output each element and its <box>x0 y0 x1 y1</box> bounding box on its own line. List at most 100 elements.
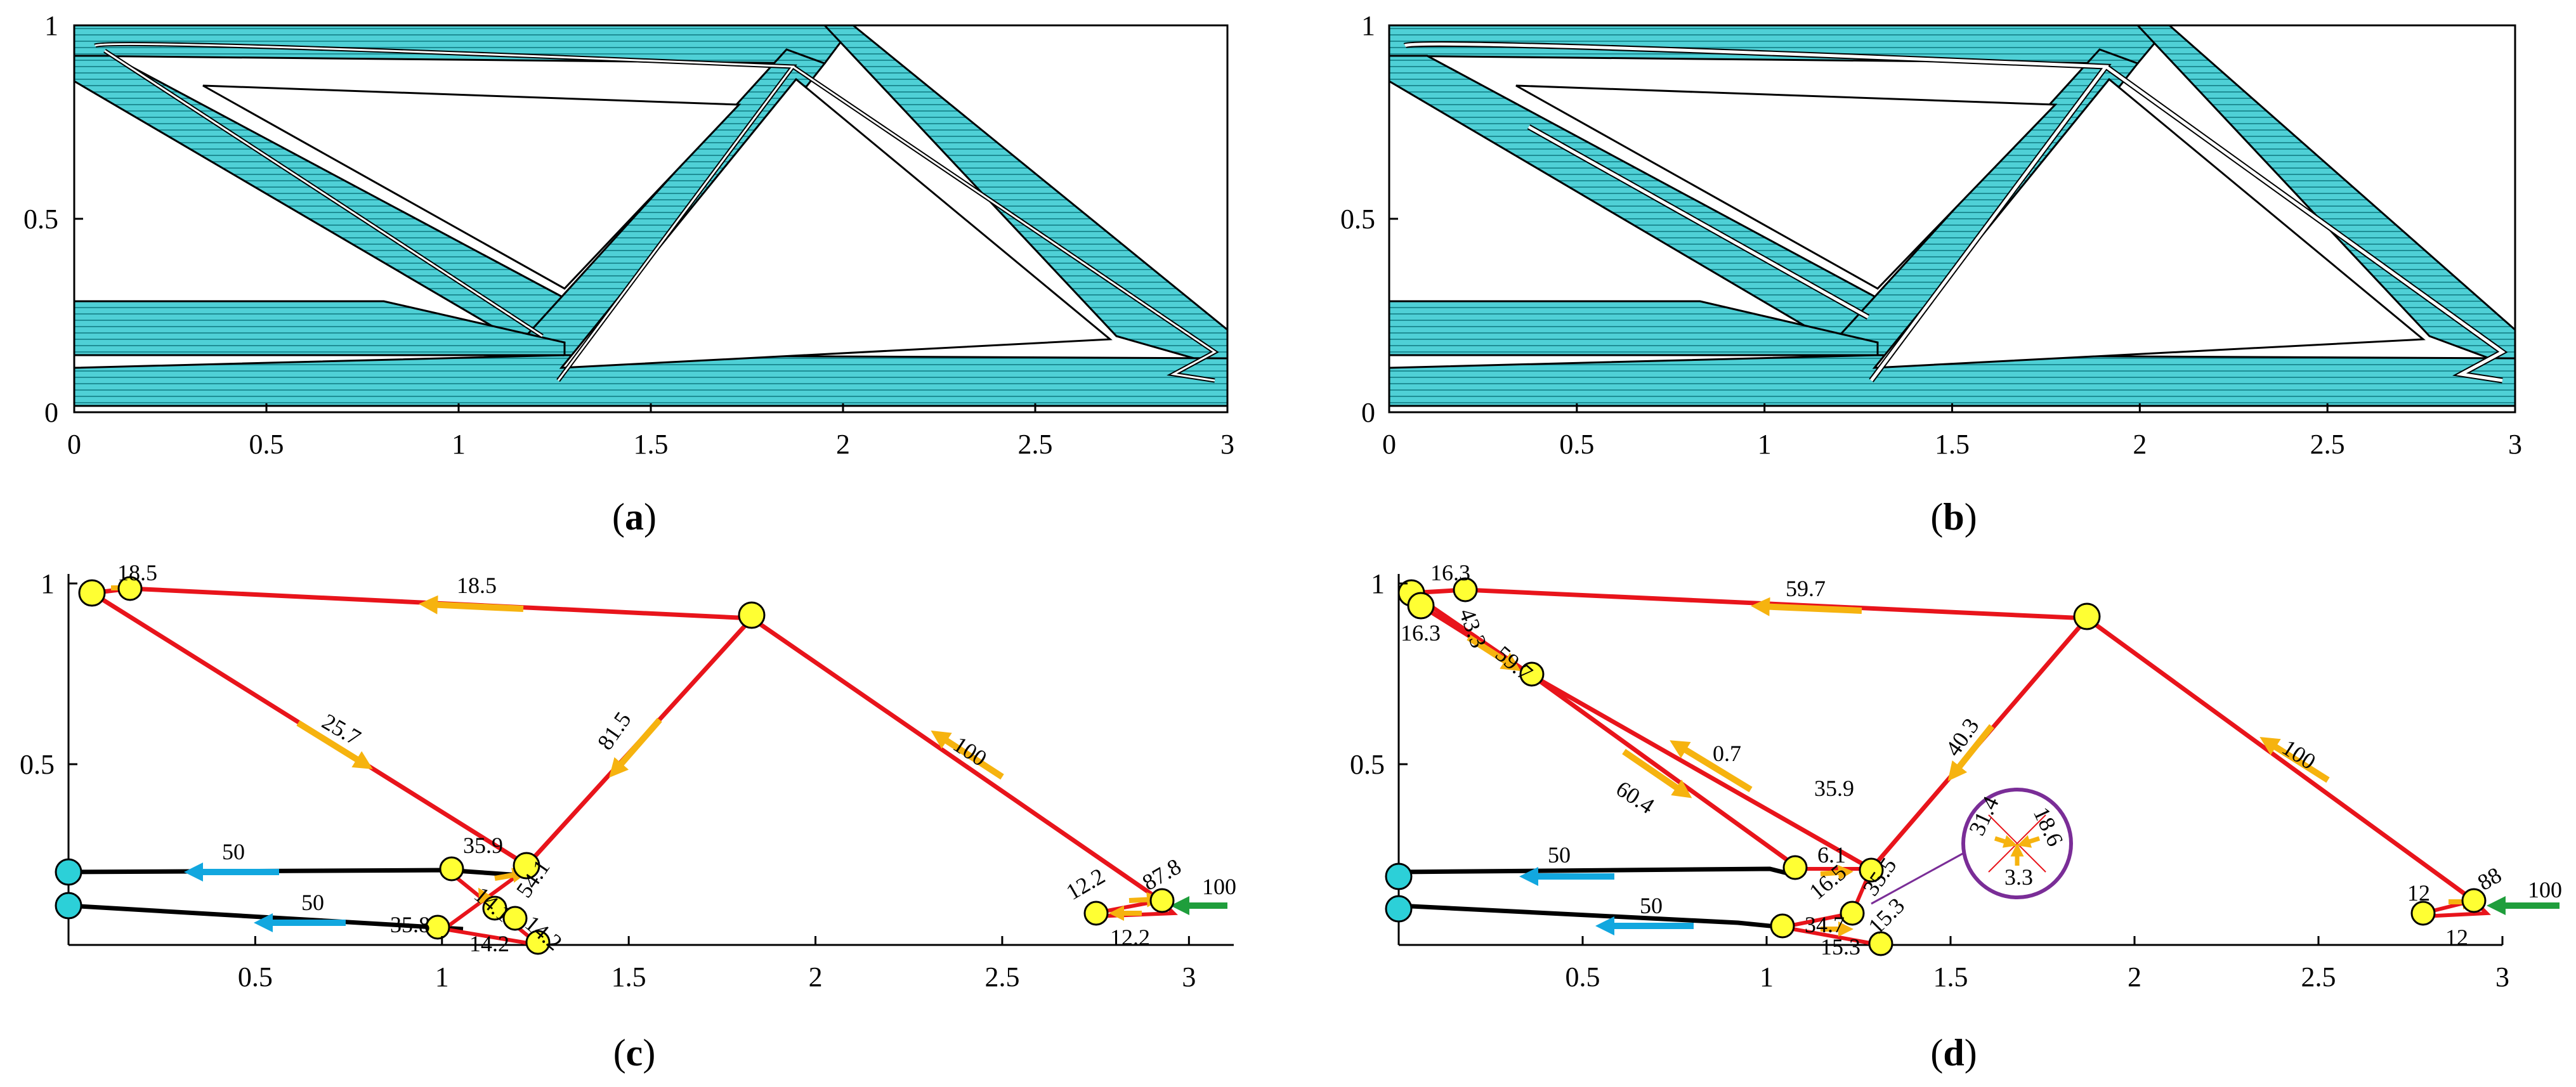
node <box>502 906 528 931</box>
x-tick-label: 0.5 <box>249 429 284 460</box>
nodes <box>1385 577 2487 956</box>
panel-caption: (b) <box>1930 496 1977 538</box>
x-tick-label: 2.5 <box>2310 429 2345 460</box>
panel-b: 0 0.5 1 1.5 2 2.5 3 00.51 (b) <box>1340 10 2522 538</box>
support-node <box>55 858 82 886</box>
y-tick-label: 1 <box>41 568 55 599</box>
panel-caption: (c) <box>613 1032 656 1074</box>
force-label: 16.3 <box>1401 620 1441 646</box>
force-label: 59.7 <box>1786 576 1826 601</box>
y-axis-ticks: 0.51 <box>20 568 77 780</box>
y-axis-ticks: 0.51 <box>1350 568 1408 780</box>
x-axis-ticks: 0.5 1 1.5 2 2.5 3 <box>1566 936 2509 993</box>
node <box>439 856 464 882</box>
x-tick-label: 1.5 <box>1935 429 1970 460</box>
force-labels: 16.3 16.3 43.3 59.7 59.7 0.7 35.9 60.4 4… <box>1401 560 2562 960</box>
compression-path <box>2085 616 2476 902</box>
y-tick-label: 0.5 <box>1340 204 1375 235</box>
x-tick-label: 1.5 <box>611 961 646 993</box>
x-tick-label: 1 <box>452 429 466 460</box>
x-tick-label: 0 <box>1382 429 1396 460</box>
force-label: 34.7 <box>1805 912 1845 937</box>
x-tick-label: 3 <box>1182 961 1196 993</box>
x-axis-ticks: 0 0.5 1 1.5 2 2.5 3 <box>67 403 1234 460</box>
force-label: 25.7 <box>318 708 365 750</box>
force-label: 50 <box>222 839 245 864</box>
node <box>1782 855 1808 880</box>
y-axis-ticks: 00.51 <box>1340 10 1398 428</box>
x-tick-label: 1.5 <box>1933 961 1968 993</box>
medial-path <box>94 41 1219 383</box>
truss-bands <box>73 24 1229 407</box>
x-tick-label: 1 <box>1760 961 1774 993</box>
force-label: 12.2 <box>1062 863 1109 905</box>
node <box>1453 577 1478 602</box>
x-tick-label: 2.5 <box>984 961 1019 993</box>
force-label: 81.5 <box>592 707 636 755</box>
node <box>1770 913 1795 939</box>
node <box>2461 888 2487 913</box>
node <box>425 915 450 940</box>
force-labels: 18.5 18.5 25.7 81.5 100 50 50 35.9 54.1 … <box>117 560 1236 956</box>
force-label: 35.9 <box>463 833 503 858</box>
support-node <box>55 892 82 920</box>
y-tick-label: 1 <box>1361 10 1375 41</box>
compression-path <box>750 616 1162 902</box>
node <box>482 895 507 921</box>
x-tick-label: 3 <box>1220 429 1234 460</box>
node <box>1407 592 1435 620</box>
x-tick-label: 2.5 <box>1018 429 1053 460</box>
force-label: 35.9 <box>1814 776 1854 801</box>
y-tick-label: 1 <box>44 10 58 41</box>
nodes <box>55 576 1175 955</box>
truss-bands <box>1388 24 2516 407</box>
force-label: 18.5 <box>117 560 157 585</box>
force-label: 12 <box>2407 880 2430 906</box>
force-arrows <box>1467 597 2560 937</box>
force-label: 60.4 <box>1612 776 1659 819</box>
x-axis-ticks: 0 0.5 1 1.5 2 2.5 3 <box>1382 403 2522 460</box>
node <box>1840 901 1865 926</box>
x-tick-label: 0.5 <box>1559 429 1594 460</box>
force-label: 12.2 <box>1110 925 1150 950</box>
x-tick-label: 2 <box>809 961 823 993</box>
medial-path <box>1403 41 2508 384</box>
x-tick-label: 1 <box>435 961 449 993</box>
inset-pointer <box>1871 849 1970 905</box>
y-tick-label: 0.5 <box>20 749 55 780</box>
x-axis-ticks: 0.5 1 1.5 2 2.5 3 <box>238 936 1196 993</box>
force-label: 14.2 <box>469 931 509 956</box>
x-tick-label: 0 <box>67 429 81 460</box>
x-tick-label: 3 <box>2495 961 2509 993</box>
inset-force-label: 3.3 <box>2004 864 2033 890</box>
force-label: 18.5 <box>457 573 497 598</box>
panel-d: 31.4 18.6 3.3 16.3 16.3 43.3 59.7 59.7 0… <box>1350 560 2562 1074</box>
axes-lines <box>1397 574 2502 946</box>
force-label: 15.3 <box>1863 893 1909 939</box>
node <box>738 601 766 629</box>
node <box>525 930 551 955</box>
node <box>2410 901 2436 926</box>
x-tick-label: 2 <box>836 429 850 460</box>
y-axis-ticks: 00.51 <box>23 10 83 428</box>
force-label: 35.8 <box>390 912 430 937</box>
node <box>513 852 540 880</box>
force-label: 100 <box>2528 877 2562 902</box>
y-tick-label: 1 <box>1371 568 1385 599</box>
x-tick-label: 2 <box>2128 961 2141 993</box>
force-label: 16.3 <box>1430 560 1470 585</box>
force-label: 100 <box>1202 874 1236 899</box>
force-label: 6.1 <box>1817 842 1846 868</box>
x-tick-label: 0.5 <box>1566 961 1600 993</box>
force-label: 50 <box>1640 893 1663 918</box>
node <box>1519 661 1545 687</box>
node <box>117 576 143 601</box>
force-label: 50 <box>1548 842 1571 868</box>
axes-lines <box>67 574 1234 946</box>
force-label: 40.3 <box>1940 713 1984 761</box>
panel-c: 18.5 18.5 25.7 81.5 100 50 50 35.9 54.1 … <box>20 560 1236 1074</box>
force-label: 43.3 <box>1454 605 1491 651</box>
y-tick-label: 0 <box>1361 397 1375 428</box>
y-tick-label: 0.5 <box>23 204 58 235</box>
